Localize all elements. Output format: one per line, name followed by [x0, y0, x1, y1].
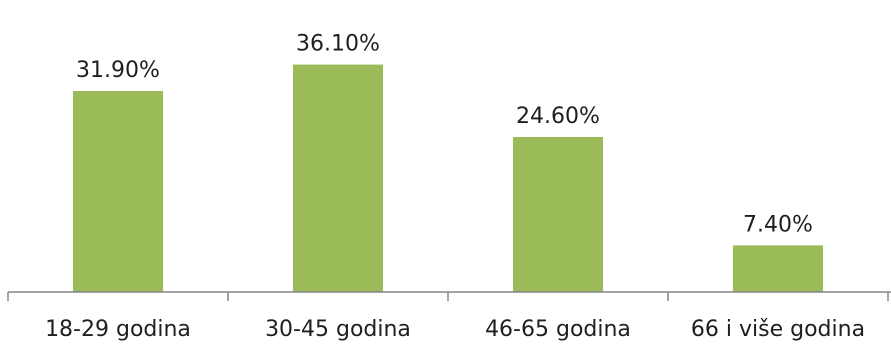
data-labels: 31.90% 36.10% 24.60% 7.40% — [76, 32, 813, 238]
bar-2 — [293, 64, 383, 292]
x-tick-label-4: 66 i više godina — [691, 317, 865, 342]
data-label-1: 31.90% — [76, 58, 160, 83]
bar-series — [73, 64, 823, 292]
bar-3 — [513, 137, 603, 292]
data-label-4: 7.40% — [743, 212, 813, 237]
x-tick-label-2: 30-45 godina — [265, 317, 411, 342]
data-label-2: 36.10% — [296, 32, 380, 57]
data-label-3: 24.60% — [516, 104, 600, 129]
bar-4 — [733, 245, 823, 292]
bar-1 — [73, 91, 163, 292]
x-axis-tick-labels: 18-29 godina 30-45 godina 46-65 godina 66 i… — [45, 317, 865, 342]
x-axis-ticks — [7, 292, 889, 301]
x-tick-label-3: 46-65 godina — [485, 317, 631, 342]
x-tick-label-1: 18-29 godina — [45, 317, 191, 342]
